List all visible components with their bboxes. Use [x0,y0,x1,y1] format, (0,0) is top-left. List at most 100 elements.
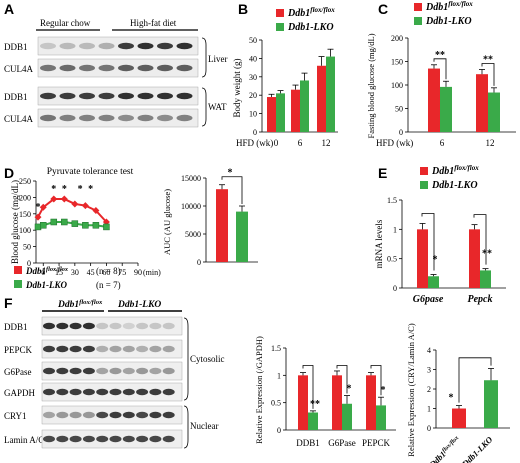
y-tick-label: 1 [393,225,397,234]
blot-band [149,388,162,396]
legend-swatch [276,23,284,31]
legend-swatch [276,9,284,17]
y-tick-label: 150 [19,210,31,219]
blot-band [162,345,175,353]
data-point [39,203,47,211]
blot-band [43,322,55,330]
significance: ** [482,249,492,260]
blot-band [59,114,76,122]
blot-band [157,64,173,72]
y-tick-label: 100 [19,226,31,235]
bar-auc [216,189,228,262]
legend-label: Ddb1-LKO [25,280,67,290]
significance: ** [483,54,493,65]
blot-band [69,322,82,330]
y-tick-label: 200 [19,193,31,202]
y-tick-label: 15000 [181,174,201,183]
blot-band [176,42,193,50]
bar-0 [267,97,276,132]
y-tick-label: 3 [427,366,431,375]
significance: ** [435,50,445,61]
data-point [60,195,68,203]
data-point [81,202,89,210]
blot-band [96,322,109,330]
blot-band [98,114,115,122]
panel-d-chart: Pyruvate tolerance test 0 50 100 150 200 250 0 1… [10,167,161,290]
y-tick-label: 100 [391,81,403,90]
y-tick-label: 200 [391,34,403,43]
x-tick-label: 30 [71,268,79,277]
significance: * [88,184,93,195]
blot-band [56,367,69,375]
blot-band [149,322,162,330]
blot-band [137,64,154,72]
y-axis-label: Blood glucose (mg/dL) [10,180,20,264]
blot-row-label: G6Pase [4,367,32,377]
blot-band [118,42,134,50]
bar-DDB1 [298,375,308,430]
data-point [34,213,42,221]
blot-band [157,92,173,100]
blot-row-label: CUL4A [4,64,34,74]
blot-band [59,64,76,72]
blot-band [82,367,95,375]
y-tick-label: 20 [249,91,257,100]
panel-letter: B [238,1,248,17]
blot-band [136,411,149,419]
blot-band [122,435,135,443]
bar-Pepck [480,270,491,288]
blot-band [118,92,134,100]
x-tick-label: Ddb1flox/flox [427,434,463,463]
bar-G6pase [417,229,428,288]
blot-band [56,345,69,353]
panel-letter: E [378,165,387,181]
bar-G6Pase [342,403,352,430]
panel-a: Regular chow High-fat diet DDB1 CUL4A DDB1 CU… [4,18,228,128]
panel-f-chart2: 0 1 2 3 4 Relative Expression (CRY/Lamin A/C)… [406,323,510,463]
significance: * [449,393,454,404]
bar-12 [326,56,335,133]
blot-band [122,322,135,330]
x-tick-label: PEPCK [362,438,391,448]
blot-band [79,42,95,50]
blot-band [56,435,69,443]
blot-band [43,345,55,353]
legend-swatch [414,17,422,25]
x-tick-label: 90 [134,268,142,277]
legend-swatch [420,181,428,189]
blot-band [98,64,115,72]
x-tick-label: 45 [87,268,95,277]
data-point [103,223,110,231]
blot-row-label: DDB1 [4,92,28,102]
significance: * [433,255,438,266]
legend-n: (n = 7) [96,280,121,290]
blot-band [176,114,193,122]
significance-bracket [458,357,492,403]
blot-band [157,42,173,50]
blot-band [69,411,82,419]
panel-f-chart1: 0 0.5 1 1.5 Relative Expression (/GAPDH) DDB1… [254,336,396,448]
x-axis-label: HFD (wk) [236,138,273,148]
significance: * [51,184,56,195]
bar-PEPCK [366,375,376,430]
y-tick-label: 0 [277,426,281,435]
y-tick-label: 1.5 [271,344,281,353]
y-tick-label: 0 [27,259,31,268]
tissue-brace [201,87,207,127]
bar-Pepck [469,229,480,288]
data-point [50,195,58,203]
y-tick-label: 4 [427,346,431,355]
group-label: Ddb1-LKO [117,300,161,310]
blot-band [96,367,109,375]
chart-title: Pyruvate tolerance test [47,167,134,177]
legend-label: Ddb1flox/flox [25,266,68,277]
blot-band [82,388,95,396]
legend-swatch [14,280,22,288]
blot-band [43,435,55,443]
significance: * [381,385,386,396]
y-axis-label: Relative Expression (/GAPDH) [254,336,264,444]
x-tick-label: 0 [274,138,279,148]
blot-band [69,435,82,443]
y-tick-label: 0 [399,128,403,137]
significance-bracket [370,365,382,396]
